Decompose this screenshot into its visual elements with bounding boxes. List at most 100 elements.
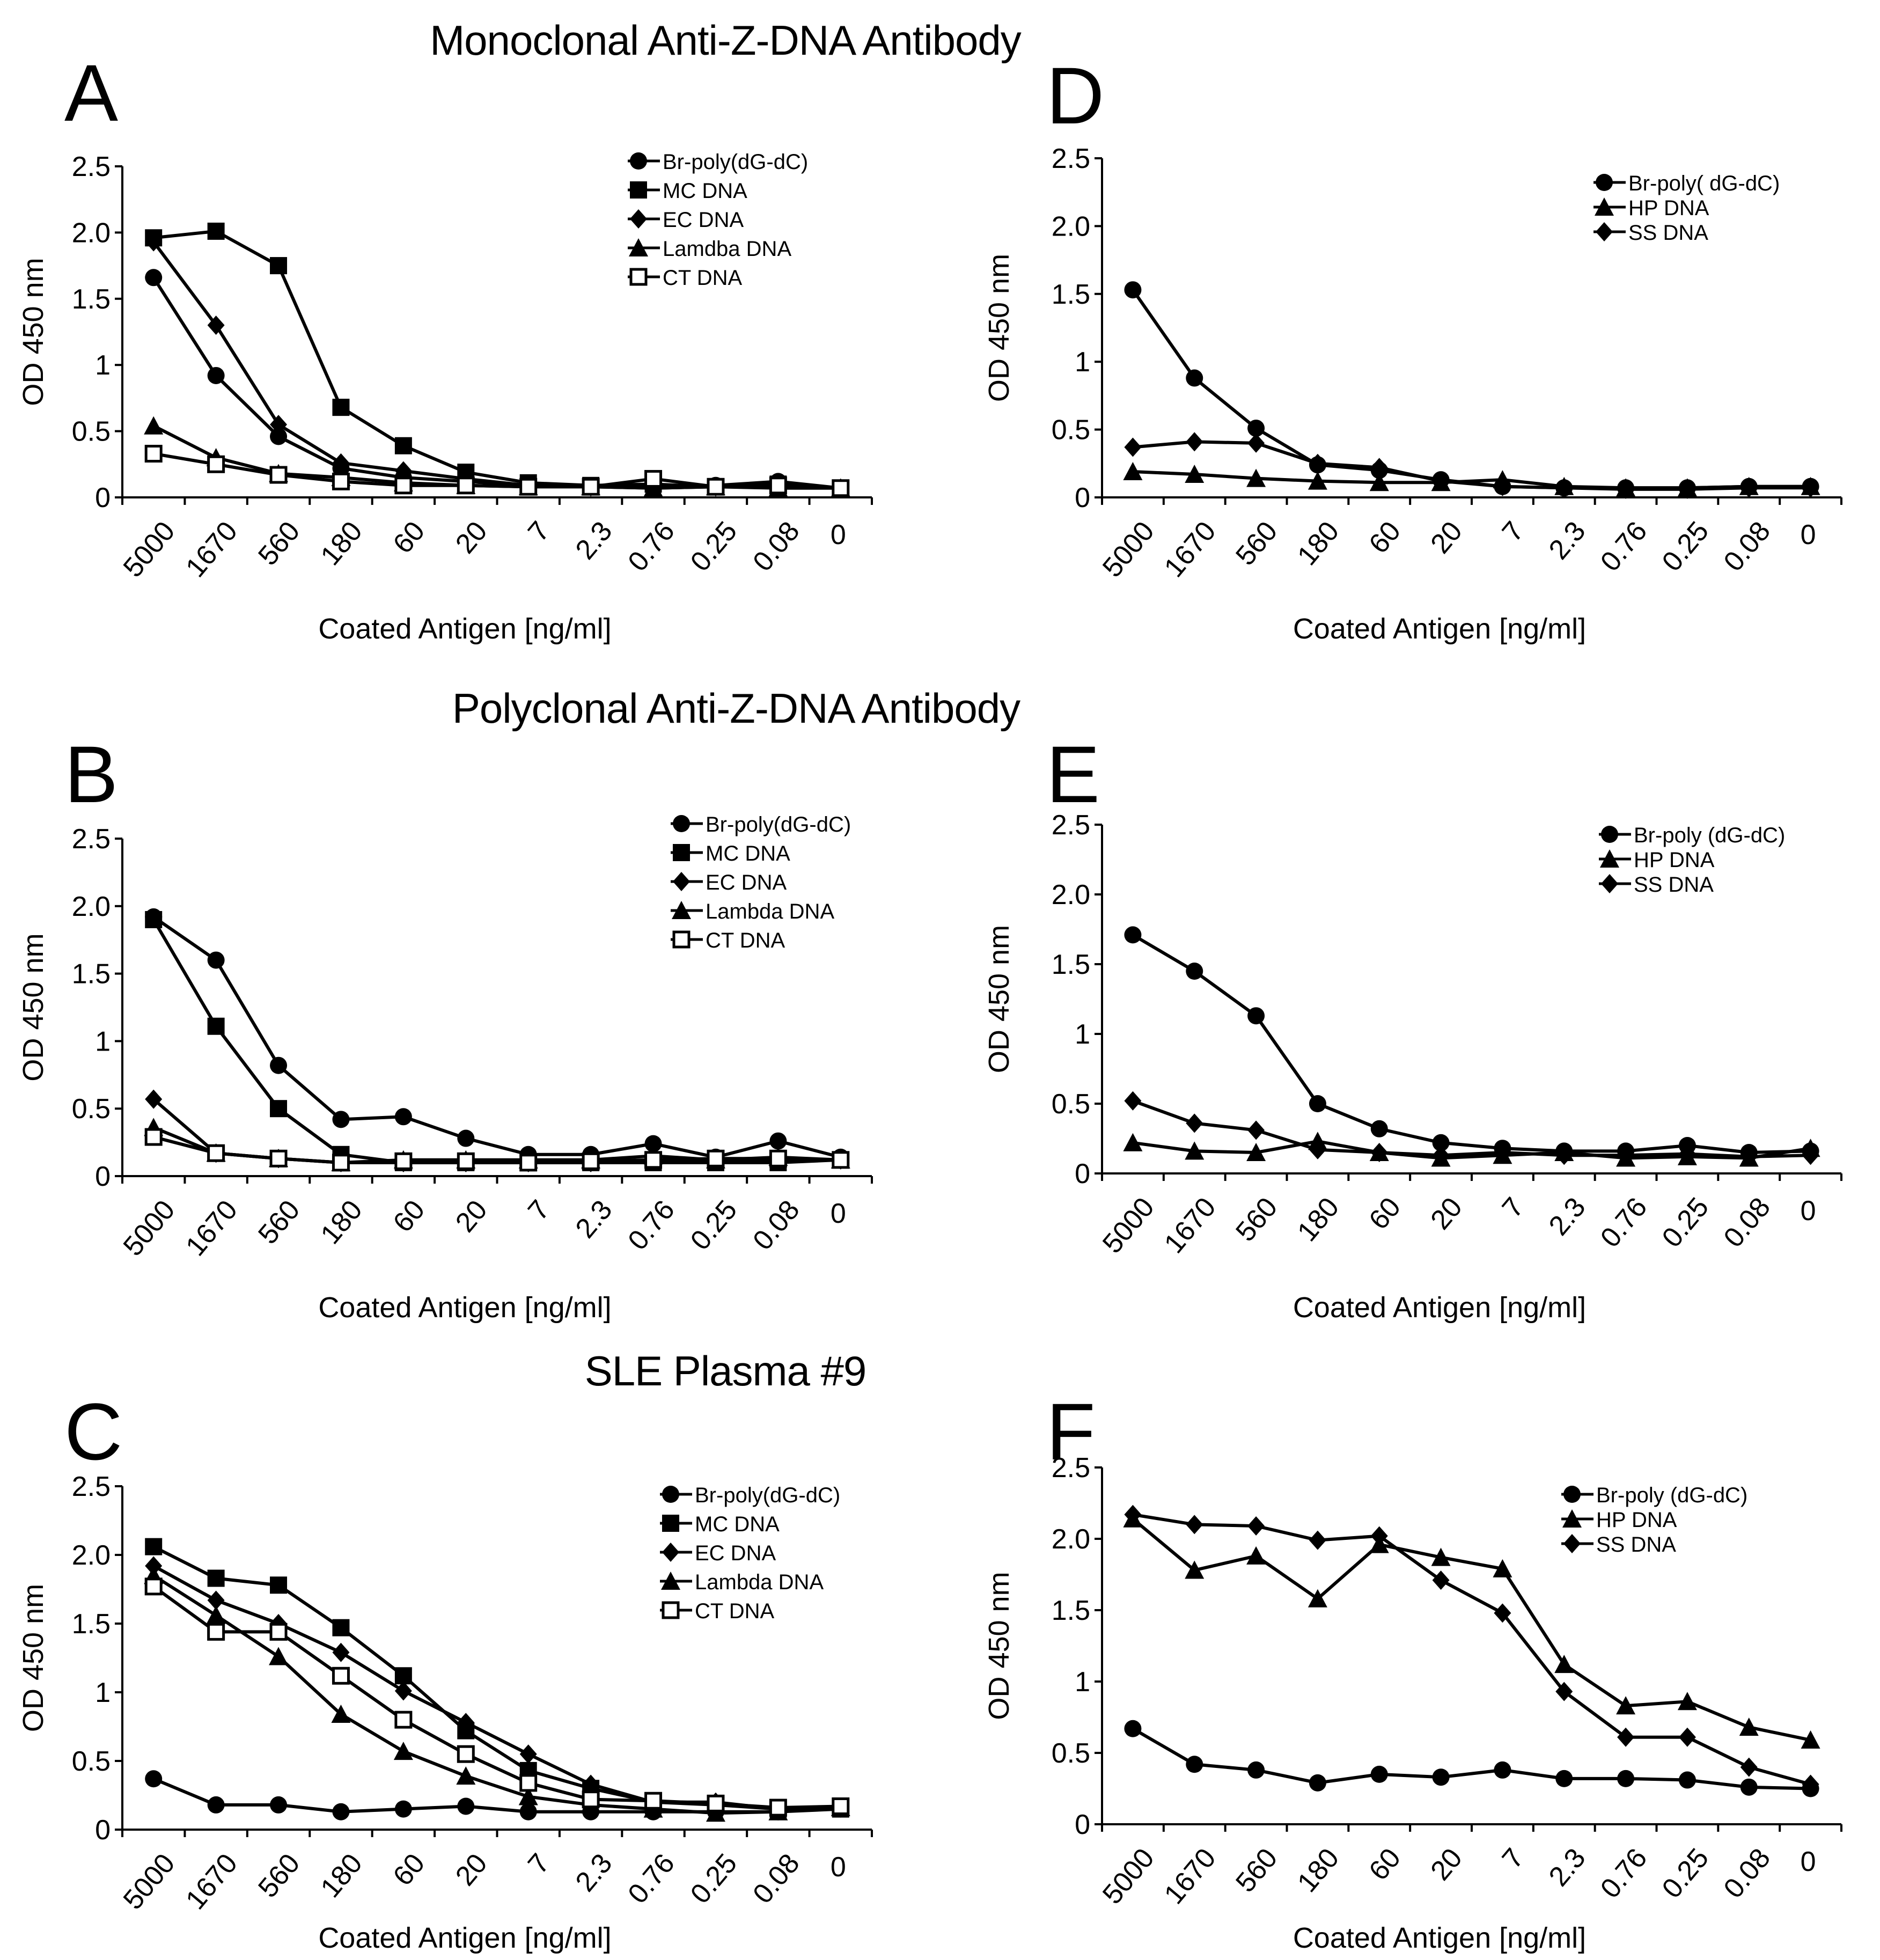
data-point — [1494, 476, 1511, 496]
legend-item: CT DNA — [628, 266, 742, 290]
data-point — [1740, 1778, 1758, 1796]
data-point — [519, 478, 538, 496]
data-point — [1246, 1546, 1266, 1565]
y-axis-label: OD 450 nm — [17, 933, 49, 1081]
data-point — [269, 1647, 289, 1665]
data-point — [270, 428, 288, 445]
data-point — [144, 416, 164, 435]
data-point — [832, 1797, 850, 1815]
x-tick-label: 0.25 — [1656, 1192, 1715, 1253]
x-tick-label: 7 — [1496, 516, 1530, 547]
data-point — [394, 1108, 412, 1126]
y-tick-label: 1.5 — [72, 1609, 111, 1640]
legend-item: SS DNA — [1561, 1533, 1676, 1557]
data-point — [769, 1798, 787, 1817]
y-tick-label: 2.0 — [72, 1540, 111, 1571]
y-tick-label: 0.5 — [1052, 1738, 1090, 1769]
data-point — [206, 1605, 226, 1624]
series-circle — [1124, 281, 1819, 497]
y-tick-label: 2.0 — [1052, 1524, 1090, 1555]
data-point — [145, 232, 163, 252]
data-point — [1124, 926, 1142, 944]
data-point — [456, 1766, 476, 1785]
legend-marker — [672, 901, 691, 919]
y-tick-label: 2.5 — [1052, 1452, 1090, 1484]
series-line — [153, 1135, 841, 1164]
legend-marker — [1601, 826, 1618, 843]
data-point — [457, 1797, 475, 1815]
x-tick-label: 5000 — [1097, 1842, 1161, 1910]
legend-item: Lambda DNA — [660, 1570, 824, 1594]
x-tick-label: 0.25 — [1656, 516, 1715, 577]
legend-item: MC DNA — [660, 1513, 780, 1536]
x-tick-label: 60 — [387, 1848, 431, 1892]
x-tick-label: 1670 — [180, 516, 244, 583]
series-line — [153, 452, 841, 490]
legend-marker — [630, 181, 647, 199]
data-point — [394, 1152, 413, 1170]
x-tick-label: 7 — [1496, 1842, 1530, 1874]
x-tick-label: 0.08 — [747, 516, 805, 577]
data-point — [207, 455, 225, 473]
section-title-sle-plasma: SLE Plasma #9 — [584, 1347, 867, 1394]
series-diamond — [1124, 1504, 1819, 1794]
data-point — [1617, 1727, 1635, 1747]
x-tick-label: 2.3 — [570, 1194, 619, 1244]
data-point — [207, 222, 225, 240]
y-tick-label: 2.5 — [1052, 143, 1090, 174]
legend-item: SS DNA — [1599, 873, 1714, 897]
data-point — [1432, 1146, 1450, 1165]
legend-item: Br-poly(dG-dC) — [628, 150, 808, 174]
data-point — [1431, 1547, 1451, 1566]
data-point — [457, 1713, 475, 1733]
data-point — [144, 1577, 163, 1596]
legend-label: CT DNA — [695, 1599, 774, 1623]
y-tick-label: 1.5 — [72, 959, 111, 990]
data-point — [1802, 1146, 1819, 1165]
legend-label: EC DNA — [695, 1541, 776, 1565]
data-point — [832, 479, 850, 497]
x-tick-label: 5000 — [1097, 516, 1161, 583]
data-point — [1186, 432, 1203, 452]
data-point — [144, 1128, 163, 1146]
data-point — [1247, 420, 1265, 437]
data-point — [519, 1744, 537, 1764]
legend-marker — [629, 268, 648, 286]
data-point — [457, 1152, 475, 1170]
section-title-polyclonal: Polyclonal Anti-Z-DNA Antibody — [452, 685, 1020, 732]
panel-letter: A — [64, 48, 118, 138]
section-title-monoclonal: Monoclonal Anti-Z-DNA Antibody — [430, 17, 1022, 64]
data-point — [1493, 1559, 1512, 1577]
series-diamond — [145, 232, 849, 498]
data-point — [1309, 1530, 1326, 1550]
legend-marker — [672, 930, 691, 949]
x-tick-label: 1670 — [180, 1194, 244, 1262]
legend-item: MC DNA — [671, 842, 790, 865]
x-tick-label: 0.08 — [1718, 516, 1776, 577]
data-point — [1494, 1603, 1511, 1623]
x-tick-label: 0.76 — [622, 516, 680, 577]
legend-item: EC DNA — [660, 1541, 776, 1565]
y-tick-label: 2.0 — [1052, 211, 1090, 242]
x-tick-label: 2.3 — [1543, 516, 1592, 566]
x-tick-label: 0.08 — [747, 1848, 805, 1910]
data-point — [1308, 1589, 1327, 1607]
x-tick-label: 60 — [1363, 516, 1407, 560]
series-line — [1133, 440, 1811, 491]
data-point — [832, 1151, 850, 1169]
data-point — [1370, 1143, 1388, 1162]
legend-item: MC DNA — [628, 179, 747, 203]
x-tick-label: 0.08 — [747, 1194, 805, 1256]
x-tick-label: 5000 — [118, 1194, 181, 1262]
data-point — [1185, 465, 1205, 483]
legend-label: Br-poly(dG-dC) — [706, 813, 851, 836]
data-point — [207, 951, 225, 969]
panel-letter: D — [1046, 50, 1104, 141]
panel-letter: C — [64, 1386, 122, 1477]
x-tick-label: 1670 — [180, 1848, 244, 1915]
data-point — [582, 1790, 600, 1809]
